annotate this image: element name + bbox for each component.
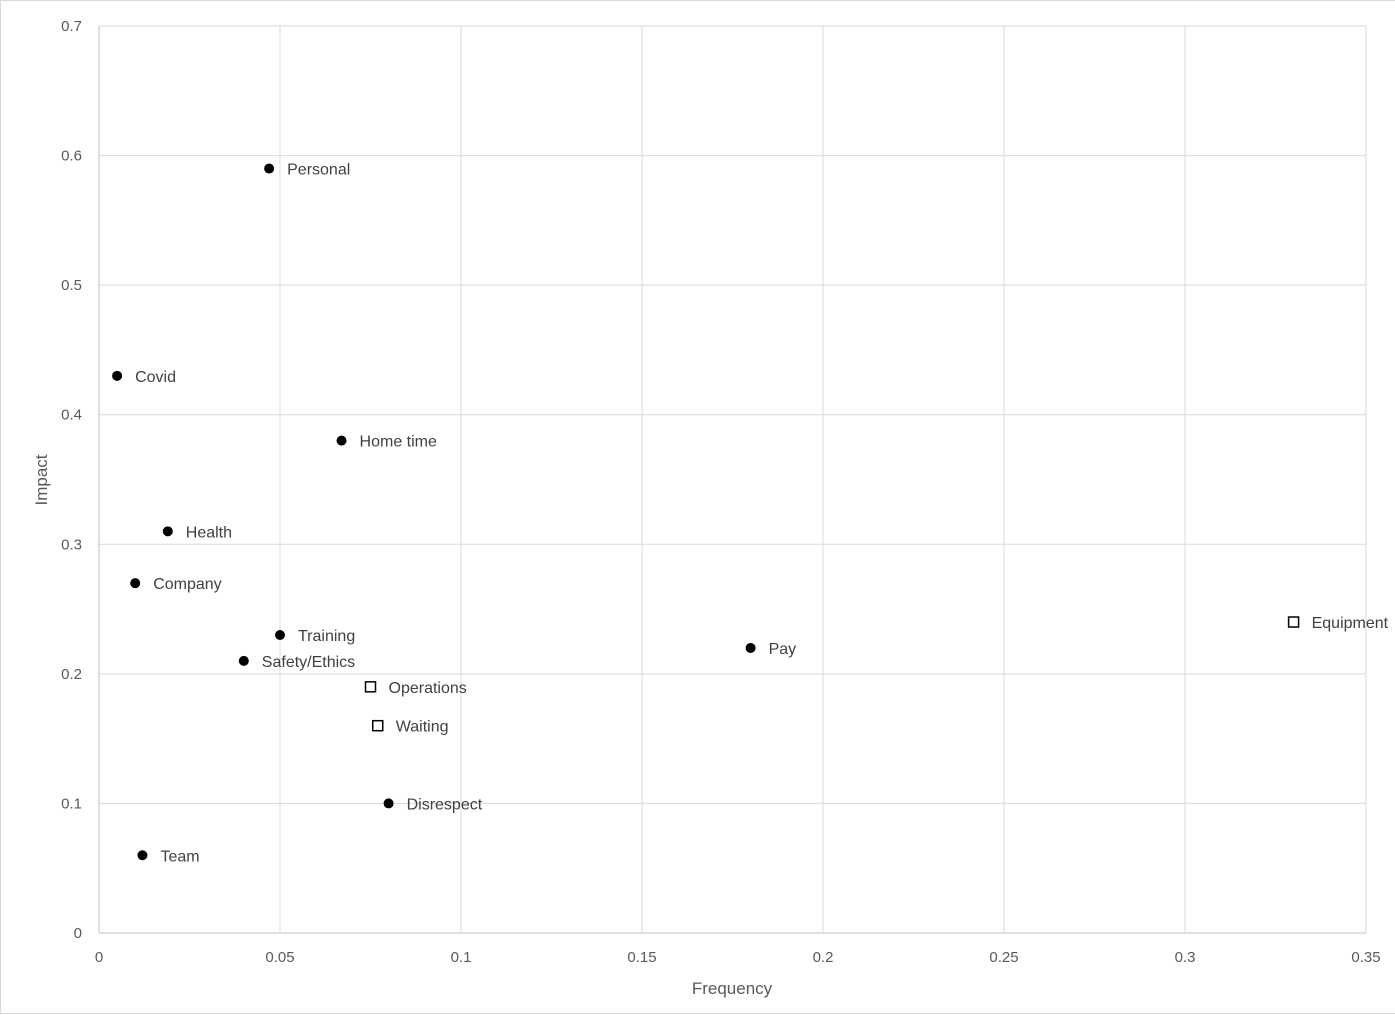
point-safety-ethics [238, 655, 249, 666]
point-training [275, 629, 285, 640]
y-tick-label: 0.2 [61, 666, 82, 683]
point-pay [745, 642, 756, 653]
point-covid [112, 370, 123, 381]
label-team: Team [160, 848, 199, 865]
x-tick-label: 0.3 [1175, 949, 1196, 966]
y-tick-label: 0.3 [61, 536, 82, 553]
point-home-time [336, 435, 347, 446]
x-tick-label: 0.35 [1351, 949, 1380, 966]
y-tick-label: 0.7 [61, 18, 82, 35]
y-tick-label: 0.4 [61, 407, 82, 424]
point-equipment [1287, 616, 1300, 628]
x-tick-label: 0.1 [451, 949, 472, 966]
x-tick-label: 0.25 [989, 949, 1018, 966]
label-safety-ethics: Safety/Ethics [262, 654, 355, 671]
x-tick-labels: 0 0.05 0.1 0.15 0.2 0.25 0.3 0.35 [95, 949, 1381, 966]
y-tick-label: 0.6 [61, 148, 82, 165]
point-personal [264, 163, 275, 174]
label-personal: Personal [287, 162, 350, 179]
label-pay: Pay [769, 641, 797, 658]
y-tick-label: 0.5 [61, 277, 82, 294]
point-operations [364, 681, 377, 693]
label-training: Training [298, 628, 355, 645]
axes [98, 26, 1366, 934]
data-points: Personal Covid Home time Health Company Train… [112, 162, 1389, 865]
x-axis-title: Frequency [692, 979, 773, 998]
label-home-time: Home time [360, 434, 437, 451]
y-tick-labels: 0 0.1 0.2 0.3 0.4 0.5 0.6 0.7 [61, 18, 82, 942]
point-waiting [371, 719, 384, 732]
y-tick-label: 0 [74, 925, 82, 942]
point-disrespect [383, 798, 394, 809]
label-operations: Operations [389, 680, 467, 697]
point-health [162, 526, 173, 537]
point-company [130, 578, 141, 589]
label-disrespect: Disrespect [407, 796, 483, 813]
label-covid: Covid [135, 369, 176, 386]
x-tick-label: 0.15 [627, 949, 656, 966]
x-tick-label: 0 [95, 949, 103, 966]
x-tick-label: 0.05 [265, 949, 294, 966]
point-team [137, 850, 148, 861]
y-tick-label: 0.1 [61, 795, 82, 812]
label-company: Company [153, 576, 221, 593]
label-waiting: Waiting [396, 719, 449, 736]
label-equipment: Equipment [1312, 615, 1389, 632]
gridlines [99, 25, 1367, 933]
y-axis-title: Impact [32, 454, 51, 505]
label-health: Health [186, 524, 232, 541]
x-tick-label: 0.2 [813, 949, 834, 966]
